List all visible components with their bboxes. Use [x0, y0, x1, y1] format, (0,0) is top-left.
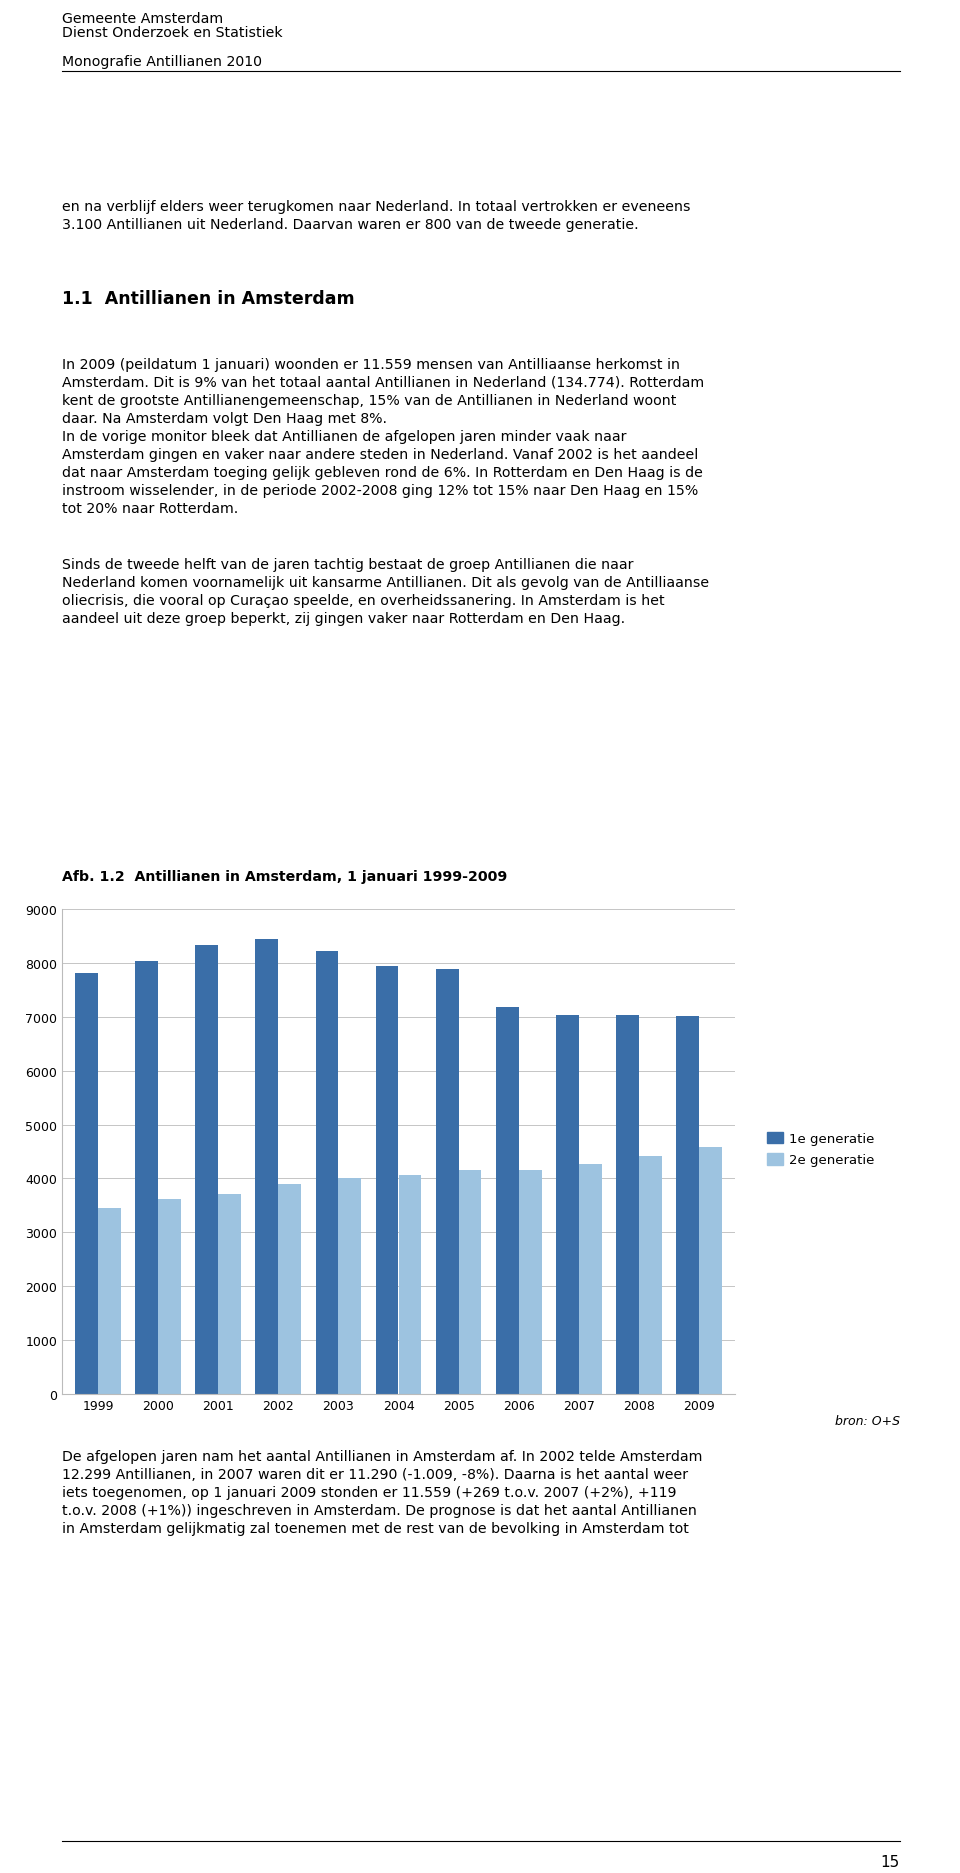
Bar: [218, 1193, 241, 1394]
Bar: [375, 966, 398, 1394]
Text: Sinds de tweede helft van de jaren tachtig bestaat de groep Antillianen die naar: Sinds de tweede helft van de jaren tacht…: [62, 558, 634, 571]
Text: iets toegenomen, op 1 januari 2009 stonden er 11.559 (+269 t.o.v. 2007 (+2%), +1: iets toegenomen, op 1 januari 2009 stond…: [62, 1485, 677, 1498]
Bar: [638, 1158, 661, 1394]
Legend: 1e generatie, 2e generatie: 1e generatie, 2e generatie: [761, 1128, 880, 1172]
Text: Amsterdam gingen en vaker naar andere steden in Nederland. Vanaf 2002 is het aan: Amsterdam gingen en vaker naar andere st…: [62, 448, 698, 463]
Text: in Amsterdam gelijkmatig zal toenemen met de rest van de bevolking in Amsterdam : in Amsterdam gelijkmatig zal toenemen me…: [62, 1521, 689, 1536]
Text: oliecrisis, die vooral op Curaçao speelde, en overheidssanering. In Amsterdam is: oliecrisis, die vooral op Curaçao speeld…: [62, 594, 664, 607]
Bar: [196, 946, 218, 1394]
Text: 12.299 Antillianen, in 2007 waren dit er 11.290 (-1.009, -8%). Daarna is het aan: 12.299 Antillianen, in 2007 waren dit er…: [62, 1467, 688, 1482]
Bar: [579, 1165, 602, 1394]
Bar: [278, 1184, 301, 1394]
Bar: [556, 1015, 579, 1394]
Bar: [676, 1017, 699, 1394]
Text: In de vorige monitor bleek dat Antillianen de afgelopen jaren minder vaak naar: In de vorige monitor bleek dat Antillian…: [62, 429, 627, 444]
Bar: [98, 1208, 121, 1394]
Bar: [459, 1171, 481, 1394]
Text: aandeel uit deze groep beperkt, zij gingen vaker naar Rotterdam en Den Haag.: aandeel uit deze groep beperkt, zij ging…: [62, 612, 625, 626]
Bar: [398, 1176, 421, 1394]
Text: tot 20% naar Rotterdam.: tot 20% naar Rotterdam.: [62, 502, 238, 515]
Text: Afb. 1.2  Antillianen in Amsterdam, 1 januari 1999-2009: Afb. 1.2 Antillianen in Amsterdam, 1 jan…: [62, 869, 507, 884]
Text: Amsterdam. Dit is 9% van het totaal aantal Antillianen in Nederland (134.774). R: Amsterdam. Dit is 9% van het totaal aant…: [62, 376, 704, 390]
Text: 3.100 Antillianen uit Nederland. Daarvan waren er 800 van de tweede generatie.: 3.100 Antillianen uit Nederland. Daarvan…: [62, 217, 638, 232]
Text: dat naar Amsterdam toeging gelijk gebleven rond de 6%. In Rotterdam en Den Haag : dat naar Amsterdam toeging gelijk geblev…: [62, 466, 703, 479]
Text: kent de grootste Antillianengemeenschap, 15% van de Antillianen in Nederland woo: kent de grootste Antillianengemeenschap,…: [62, 393, 677, 408]
Text: instroom wisselender, in de periode 2002-2008 ging 12% tot 15% naar Den Haag en : instroom wisselender, in de periode 2002…: [62, 483, 698, 498]
Bar: [255, 938, 278, 1394]
Text: Monografie Antillianen 2010: Monografie Antillianen 2010: [62, 54, 262, 69]
Text: 15: 15: [880, 1854, 900, 1869]
Text: daar. Na Amsterdam volgt Den Haag met 8%.: daar. Na Amsterdam volgt Den Haag met 8%…: [62, 412, 387, 425]
Bar: [518, 1171, 541, 1394]
Text: en na verblijf elders weer terugkomen naar Nederland. In totaal vertrokken er ev: en na verblijf elders weer terugkomen na…: [62, 200, 690, 214]
Text: Gemeente Amsterdam: Gemeente Amsterdam: [62, 11, 223, 26]
Bar: [339, 1178, 361, 1394]
Text: Nederland komen voornamelijk uit kansarme Antillianen. Dit als gevolg van de Ant: Nederland komen voornamelijk uit kansarm…: [62, 575, 709, 590]
Bar: [158, 1201, 181, 1394]
Bar: [316, 951, 339, 1394]
Bar: [436, 970, 459, 1394]
Bar: [496, 1008, 518, 1394]
Bar: [699, 1148, 722, 1394]
Text: In 2009 (peildatum 1 januari) woonden er 11.559 mensen van Antilliaanse herkomst: In 2009 (peildatum 1 januari) woonden er…: [62, 358, 680, 373]
Text: Dienst Onderzoek en Statistiek: Dienst Onderzoek en Statistiek: [62, 26, 282, 39]
Text: 1.1  Antillianen in Amsterdam: 1.1 Antillianen in Amsterdam: [62, 290, 354, 307]
Text: De afgelopen jaren nam het aantal Antillianen in Amsterdam af. In 2002 telde Ams: De afgelopen jaren nam het aantal Antill…: [62, 1450, 703, 1463]
Bar: [135, 961, 158, 1394]
Text: bron: O+S: bron: O+S: [835, 1414, 900, 1427]
Text: t.o.v. 2008 (+1%)) ingeschreven in Amsterdam. De prognose is dat het aantal Anti: t.o.v. 2008 (+1%)) ingeschreven in Amste…: [62, 1504, 697, 1517]
Bar: [75, 974, 98, 1394]
Bar: [616, 1015, 638, 1394]
